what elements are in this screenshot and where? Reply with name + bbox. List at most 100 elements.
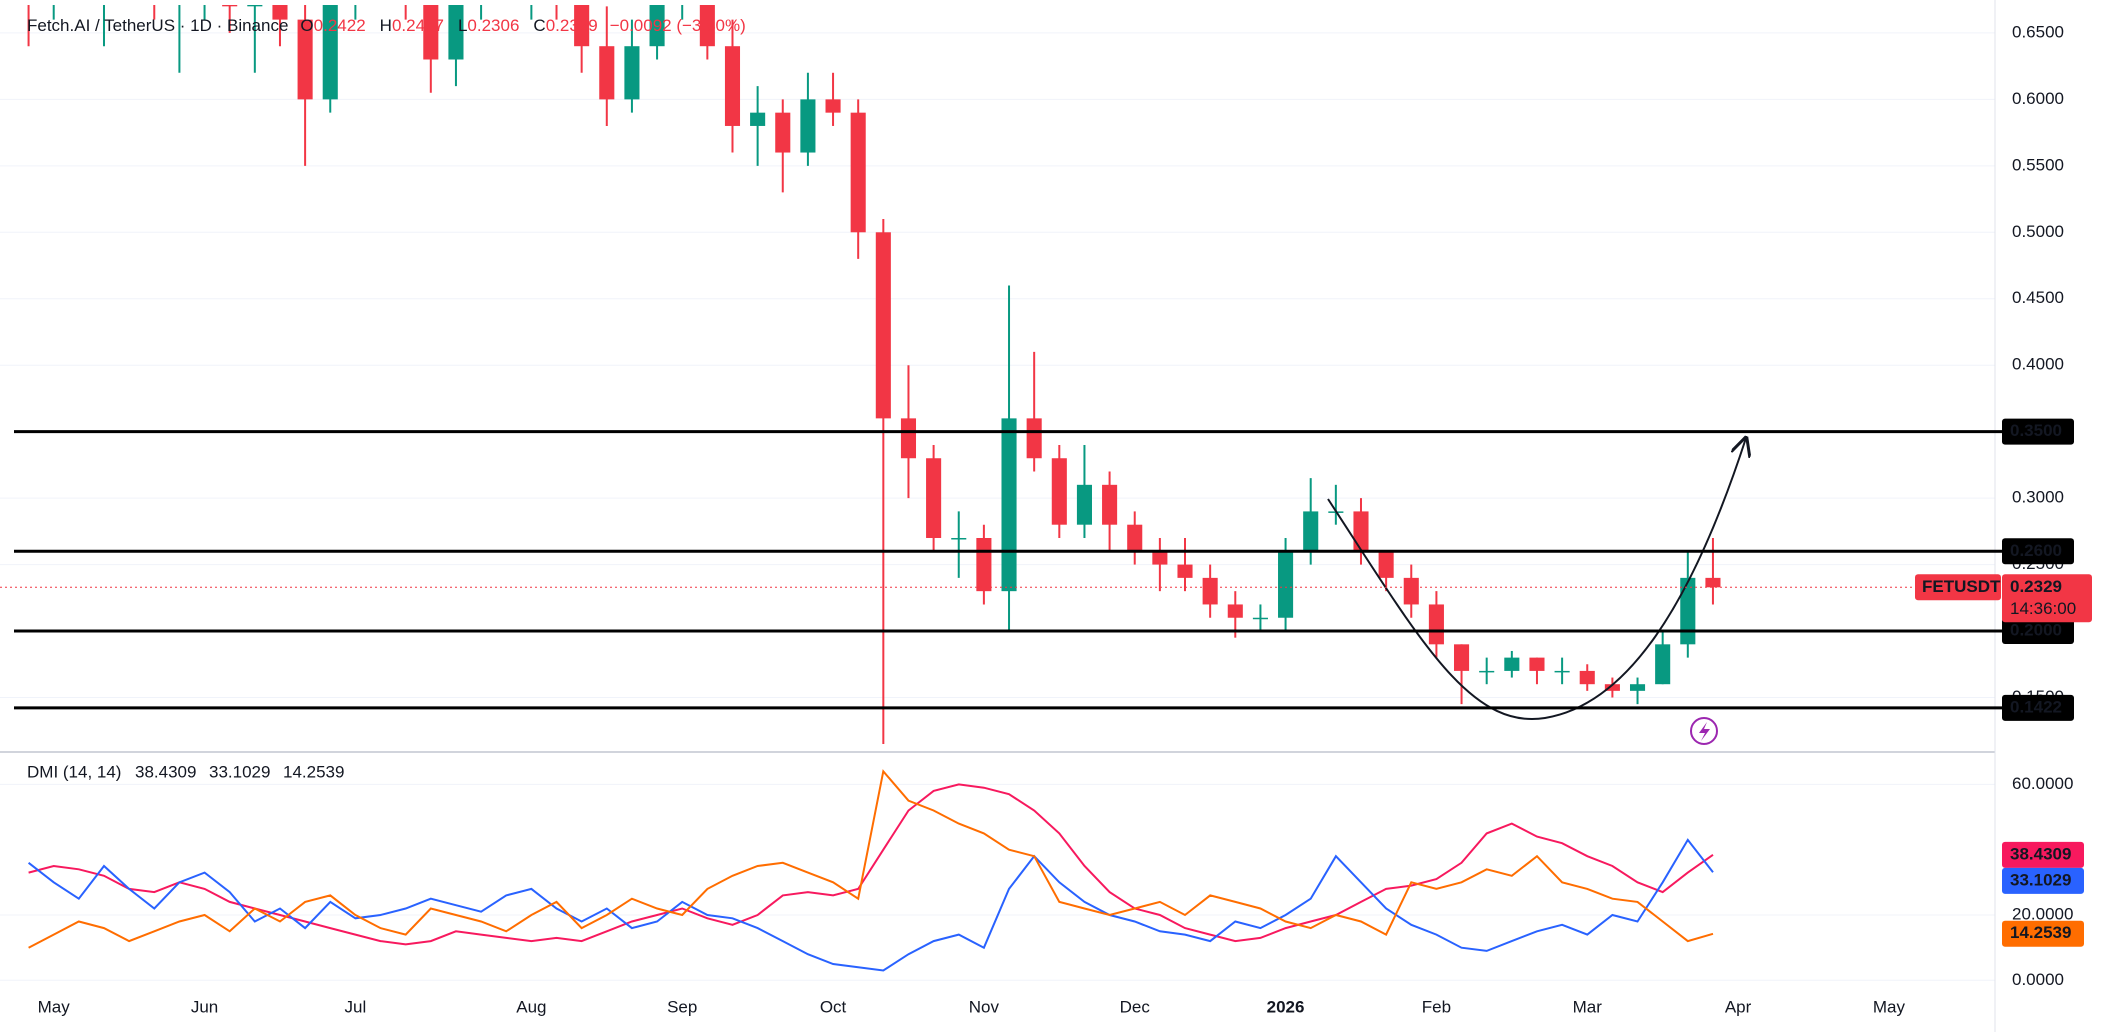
candle-body — [272, 5, 288, 20]
x-tick-label: Apr — [1725, 997, 1752, 1016]
level-label: 0.1422 — [2010, 697, 2062, 716]
y-tick-label: 0.0000 — [2012, 970, 2064, 989]
value-label: 38.4309 — [2010, 844, 2071, 863]
candle-body — [1001, 418, 1017, 592]
change: −0.0092 (−3.80%) — [610, 16, 746, 35]
y-tick-label: 0.4500 — [2012, 288, 2064, 307]
candle-body — [574, 5, 590, 47]
dmi-line — [28, 769, 1714, 949]
price-box — [2002, 574, 2092, 623]
level-box — [2002, 618, 2074, 645]
candle-body — [649, 5, 665, 47]
x-tick-label: Dec — [1120, 997, 1151, 1016]
candle-body — [1353, 511, 1369, 552]
candle-body — [875, 232, 891, 419]
candle-body — [599, 46, 615, 100]
candle-body — [1378, 551, 1394, 578]
ohlc-label: L — [458, 16, 467, 35]
candle-body — [1680, 577, 1696, 645]
candle-body — [1076, 484, 1092, 525]
y-tick-label: 20.0000 — [2012, 904, 2073, 923]
dmi-title: DMI (14, 14) — [27, 762, 121, 781]
y-tick-label: 0.5500 — [2012, 155, 2064, 174]
legend-value: 14.2539 — [283, 762, 344, 781]
candle-body — [1026, 418, 1042, 459]
candle-body — [1177, 564, 1193, 578]
candle-body — [1278, 551, 1294, 618]
ohlc-value: 0.2306 — [467, 16, 519, 35]
candle-body — [1127, 524, 1143, 552]
value-box — [2002, 867, 2084, 894]
candle-body — [800, 99, 816, 153]
candle-body — [1102, 484, 1118, 525]
ohlc-label: H — [380, 16, 392, 35]
candle-body — [1454, 644, 1470, 671]
candle-body — [1252, 617, 1268, 620]
x-tick-label: Feb — [1422, 997, 1451, 1016]
ohlc-label: C — [533, 16, 545, 35]
level-box — [2002, 418, 2074, 445]
level-label: 0.2600 — [2010, 541, 2062, 560]
candle-body — [724, 46, 741, 126]
candle-body — [951, 537, 967, 540]
candle-body — [1303, 511, 1319, 552]
candle-body — [423, 5, 439, 60]
candle-body — [448, 5, 464, 60]
ohlc-value: 0.2329 — [546, 16, 598, 35]
candle-body — [750, 112, 766, 126]
x-tick-label: Nov — [969, 997, 1000, 1016]
symbol: Fetch.AI / TetherUS · 1D · Binance — [27, 16, 288, 35]
candle-body — [1051, 458, 1067, 525]
candle-body — [222, 5, 238, 7]
candle-body — [976, 537, 992, 592]
x-tick-label: Aug — [516, 997, 546, 1016]
x-tick-label: May — [1873, 997, 1906, 1016]
overlay: May Jun Jul Aug Sep Oct Nov Dec 2026 Feb Mar Apr May… — [0, 418, 2092, 1016]
candle-body — [1202, 577, 1218, 605]
y-tick-label: 0.4000 — [2012, 355, 2064, 374]
y-tick-label: 0.5000 — [2012, 222, 2064, 241]
value-box — [2002, 920, 2084, 947]
header: Fetch.AI / TetherUS · 1D · Binance O0.242… — [27, 16, 746, 35]
level-box — [2002, 694, 2074, 721]
y-tick-label: 0.6500 — [2012, 22, 2064, 41]
candle-body — [1227, 604, 1243, 618]
x-tick-label: 2026 — [1267, 997, 1305, 1016]
x-tick-label: Mar — [1573, 997, 1603, 1016]
x-tick-label: Jul — [345, 997, 367, 1016]
candle-body — [297, 19, 313, 100]
cup-annotation — [1327, 438, 1746, 721]
dmi-pane — [27, 769, 1714, 972]
x-tick-label: May — [38, 997, 71, 1016]
candle-body — [1428, 604, 1444, 645]
candle-body — [322, 5, 338, 100]
candle-body — [900, 418, 917, 459]
candle-body — [624, 46, 640, 100]
candle-body — [1504, 657, 1520, 671]
candle-body — [775, 112, 791, 153]
y-tick-label: 60.0000 — [2012, 774, 2073, 793]
x-tick-label: Sep — [667, 997, 697, 1016]
candle-body — [1604, 684, 1620, 691]
ohlc-value: 0.2457 — [392, 16, 444, 35]
candle-body — [1479, 670, 1495, 673]
ohlc-value: 0.2422 — [314, 16, 366, 35]
level-box — [2002, 538, 2074, 565]
candle-body — [1579, 670, 1595, 685]
candle-body — [1629, 684, 1646, 691]
value-label: 14.2539 — [2010, 923, 2071, 942]
candle-body — [850, 112, 866, 233]
candle-body — [699, 5, 715, 47]
value-box — [2002, 841, 2084, 868]
candle-body — [1705, 577, 1721, 588]
price-label: 0.2329 — [2010, 577, 2062, 596]
candle-body — [1554, 670, 1570, 673]
value-label: 33.1029 — [2010, 870, 2071, 889]
dmi-line — [27, 838, 1714, 972]
symbol-label: FETUSDT — [1922, 577, 2001, 596]
candle-body — [926, 458, 942, 538]
countdown: 14:36:00 — [2010, 599, 2076, 618]
legend-value: 38.4309 — [135, 762, 196, 781]
